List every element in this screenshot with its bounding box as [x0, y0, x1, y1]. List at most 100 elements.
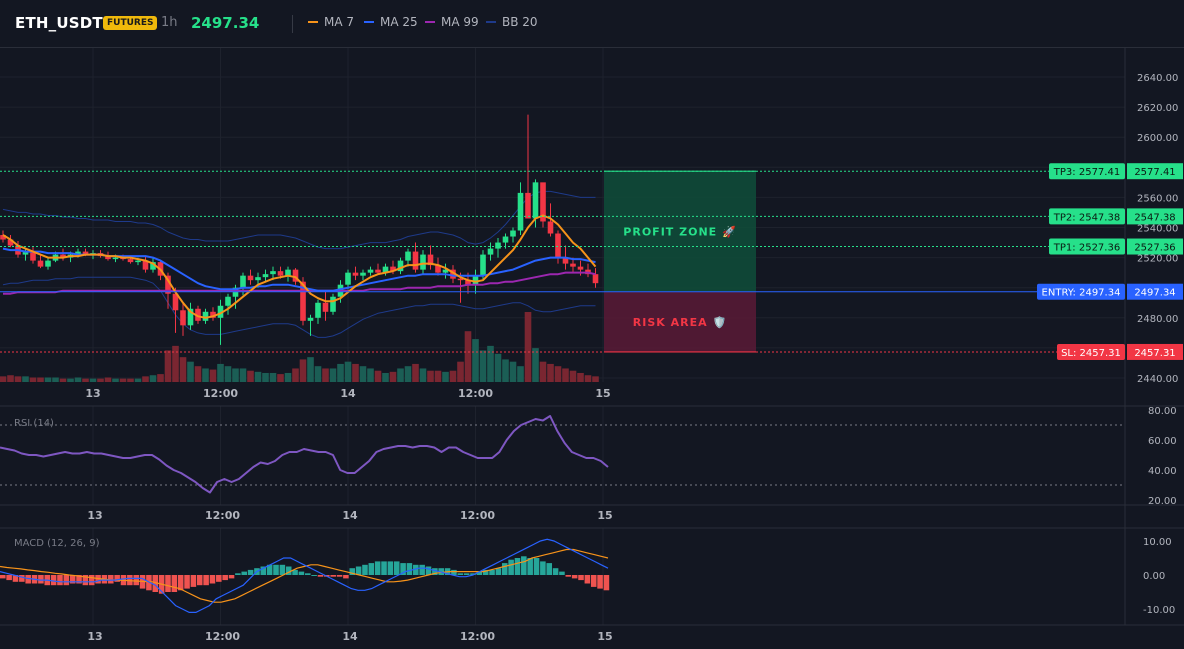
interval-label[interactable]: 1h — [161, 15, 178, 30]
macd-histogram-bar — [559, 571, 565, 575]
volume-bar — [524, 312, 532, 382]
macd-histogram-bar — [508, 559, 514, 575]
macd-histogram-bar — [336, 575, 343, 577]
macd-histogram-bar — [165, 575, 171, 592]
macd-histogram-bar — [311, 575, 317, 576]
legend-swatch-ma7 — [308, 21, 318, 23]
candle-body — [195, 308, 201, 321]
macd-histogram-bar — [76, 575, 82, 584]
candle-body — [22, 251, 29, 255]
volume-bar — [127, 378, 134, 382]
candle-body — [427, 254, 434, 266]
candle-body — [307, 317, 314, 321]
volume-bar — [509, 361, 517, 382]
volume-bar — [29, 377, 37, 382]
candle-body — [360, 272, 366, 276]
tp3-axis-tag-bg — [1127, 163, 1183, 180]
price-axis-label: 2560.00 — [1137, 193, 1178, 204]
volume-bar — [59, 378, 67, 382]
volume-bar — [337, 363, 344, 382]
macd-histogram-bar — [470, 573, 476, 575]
chart-header: ETH_USDT FUTURES 1h 2497.34 MA 7 MA 25 M… — [0, 0, 1184, 48]
moving-averages — [2, 214, 597, 319]
symbol-name[interactable]: ETH_USDT — [15, 14, 103, 32]
legend-ma7[interactable]: MA 7 — [308, 15, 354, 29]
macd-histogram-bar — [413, 564, 419, 575]
candle-body — [570, 263, 576, 267]
candle-body — [420, 254, 426, 270]
macd-histogram-bar — [533, 558, 540, 575]
header-divider — [292, 15, 293, 33]
macd-histogram-bar — [368, 563, 375, 575]
macd-histogram-bar — [597, 575, 603, 589]
volume-bar — [427, 370, 434, 382]
legend-ma99[interactable]: MA 99 — [425, 15, 479, 29]
macd-histogram-bar — [114, 575, 120, 582]
volume-bar — [247, 370, 254, 382]
candle-body — [390, 266, 396, 272]
candle-body — [517, 192, 524, 231]
tp1-axis-tag-bg — [1127, 238, 1183, 255]
candle-body — [180, 310, 186, 326]
candle-body — [547, 221, 554, 234]
volume-bar — [82, 378, 89, 382]
candle-body — [562, 257, 569, 264]
price-axis-label: 2600.00 — [1137, 133, 1178, 144]
candle-body — [262, 274, 269, 278]
volume-bar — [449, 370, 457, 382]
volume-bar — [179, 357, 187, 382]
macd-axis-label: 0.00 — [1143, 571, 1165, 582]
macd-histogram-bar — [184, 575, 190, 589]
candle-body — [405, 251, 411, 261]
macd-x-label: 14 — [342, 630, 358, 643]
candle-body — [142, 260, 149, 270]
legend-bb20[interactable]: BB 20 — [486, 15, 538, 29]
rsi-title: RSI (14) — [14, 418, 54, 429]
tp1-tag-bg — [1049, 238, 1125, 255]
rsi-axis-label: 40.00 — [1148, 466, 1177, 477]
macd-histogram-bar — [196, 575, 203, 586]
rsi-x-label: 12:00 — [205, 509, 240, 522]
entry-tag-label: ENTRY: 2497.34 — [1042, 288, 1121, 299]
last-price: 2497.34 — [191, 14, 260, 32]
volume-bar — [329, 368, 337, 382]
volume-bar — [434, 370, 442, 382]
macd-axis-label: 10.00 — [1143, 537, 1172, 548]
macd-histogram-bar — [133, 575, 139, 586]
legend-label-ma25: MA 25 — [380, 15, 418, 29]
candle-body — [487, 248, 494, 255]
legend-label-ma99: MA 99 — [441, 15, 479, 29]
volume-bar — [352, 363, 359, 382]
volume-bar — [254, 371, 262, 382]
trade-levels — [0, 170, 1125, 353]
candle-body — [322, 302, 329, 312]
volume-bar — [232, 368, 239, 382]
chart-canvas[interactable]: PROFIT ZONE 🚀 RISK AREA 🛡️ RSI (14) MACD … — [0, 48, 1184, 649]
price-axis-label: 2640.00 — [1137, 73, 1178, 84]
volume-bar — [412, 363, 419, 382]
legend-ma25[interactable]: MA 25 — [364, 15, 418, 29]
macd-line — [0, 538, 609, 614]
candle-body — [435, 265, 441, 273]
macd-histogram-bar — [501, 563, 508, 575]
macd-histogram-bar — [235, 573, 241, 575]
candle-body — [532, 182, 539, 219]
tp3-tag-label: TP3: 2577.41 — [1053, 167, 1120, 178]
volume-bar — [584, 375, 592, 382]
volume-bar — [119, 378, 127, 382]
candle-body — [172, 293, 179, 311]
candle-body — [255, 277, 261, 281]
ma7-line — [2, 214, 597, 319]
macd-histogram-bar — [152, 575, 159, 592]
candle-body — [345, 272, 351, 285]
volume-bar — [22, 376, 29, 382]
macd-title: MACD (12, 26, 9) — [14, 538, 100, 549]
bb-upper-line — [2, 190, 596, 250]
volume-bar — [44, 377, 52, 382]
volume-bar — [7, 375, 14, 382]
candle-body — [495, 242, 501, 249]
macd-histogram-bar — [298, 571, 305, 575]
volume-bar — [134, 378, 142, 382]
legend-swatch-bb20 — [486, 21, 496, 23]
macd-histogram-bar — [63, 575, 70, 586]
